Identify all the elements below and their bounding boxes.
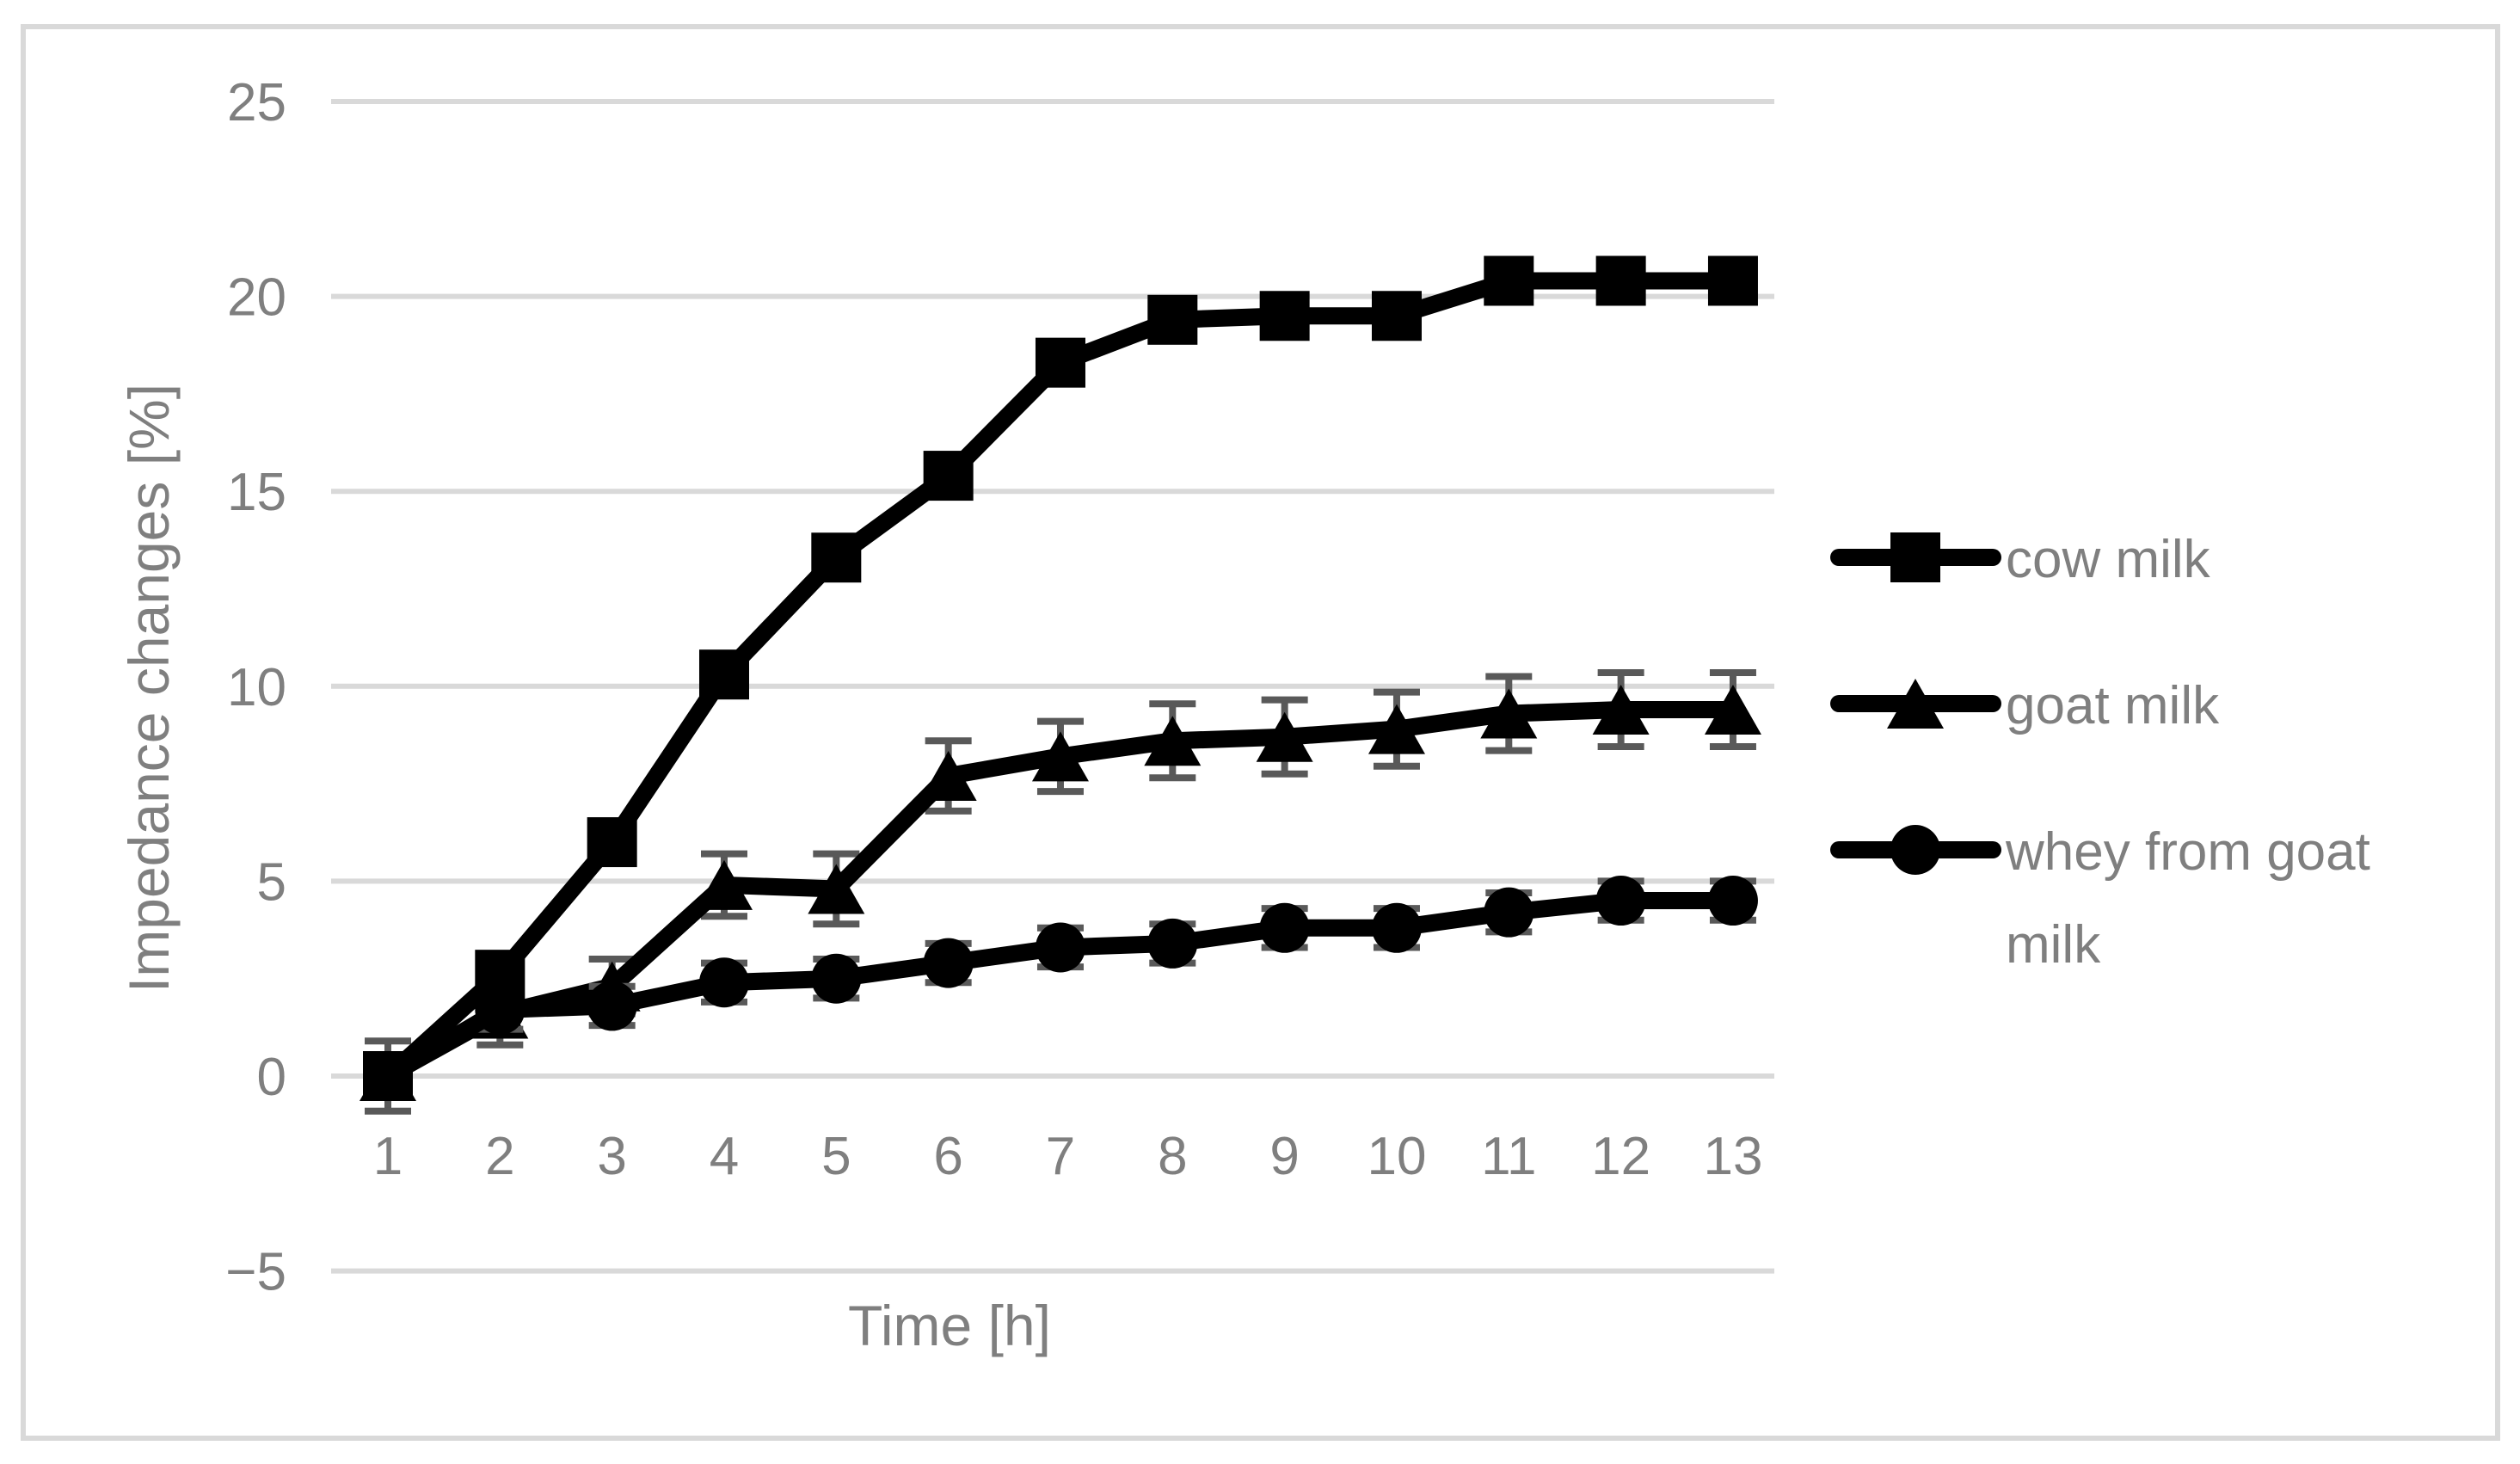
x-axis-title: Time [h] xyxy=(848,1294,1051,1357)
circle-marker xyxy=(811,953,862,1004)
circle-marker xyxy=(1259,902,1310,953)
square-marker xyxy=(1147,294,1198,345)
triangle-marker xyxy=(919,751,977,802)
square-marker xyxy=(1259,291,1310,341)
y-tick-label: 15 xyxy=(227,463,286,522)
figure-border xyxy=(21,24,2500,1441)
triangle-marker xyxy=(808,864,865,914)
y-axis-tick-labels: 25 20 15 10 5 0 −5 xyxy=(225,73,286,1302)
triangle-marker xyxy=(1368,704,1425,754)
x-tick-label: 5 xyxy=(821,1127,851,1186)
square-marker xyxy=(923,451,974,501)
triangle-marker xyxy=(695,859,753,910)
triangle-marker xyxy=(1592,684,1650,735)
legend: cow milk goat milk whey from goat milk xyxy=(1830,530,2370,975)
x-tick-label: 8 xyxy=(1158,1127,1187,1186)
x-tick-label: 4 xyxy=(710,1127,739,1186)
triangle-marker xyxy=(1031,731,1089,782)
legend-label: whey from goat xyxy=(2005,822,2370,882)
x-tick-label: 10 xyxy=(1367,1127,1426,1186)
circle-marker xyxy=(587,981,637,1031)
y-tick-label: 5 xyxy=(257,852,286,912)
x-tick-label: 12 xyxy=(1591,1127,1650,1186)
square-marker xyxy=(1035,337,1085,388)
square-marker xyxy=(363,1051,413,1101)
x-tick-label: 2 xyxy=(485,1127,514,1186)
y-axis-title: Impedance changes [%] xyxy=(117,384,181,993)
y-tick-label: 0 xyxy=(257,1048,286,1107)
x-tick-label: 6 xyxy=(933,1127,962,1186)
triangle-marker xyxy=(1704,684,1761,735)
square-marker xyxy=(587,817,637,868)
x-tick-label: 1 xyxy=(373,1127,403,1186)
legend-item-circle: whey from goat milk xyxy=(1830,822,2370,975)
y-tick-label: 20 xyxy=(227,268,286,328)
legend-item-square: cow milk xyxy=(1830,530,2211,589)
square-marker xyxy=(1707,255,1758,306)
triangle-marker xyxy=(1256,711,1313,762)
square-marker xyxy=(1595,255,1646,306)
legend-label: milk xyxy=(2006,915,2101,975)
legend-label: cow milk xyxy=(2006,530,2211,589)
square-marker xyxy=(1484,255,1534,306)
circle-marker xyxy=(923,938,974,988)
y-tick-label: 10 xyxy=(227,658,286,717)
square-marker xyxy=(475,950,526,1000)
square-marker xyxy=(1890,532,1940,582)
triangle-marker xyxy=(1480,688,1538,739)
x-tick-label: 9 xyxy=(1269,1127,1299,1186)
y-tick-label: −5 xyxy=(225,1243,286,1302)
circle-marker xyxy=(1371,902,1422,953)
circle-marker xyxy=(1484,887,1534,938)
x-tick-label: 11 xyxy=(1481,1127,1536,1186)
markers xyxy=(363,876,1758,1101)
square-marker xyxy=(811,532,862,583)
series-cow-milk xyxy=(363,255,1758,1115)
x-tick-label: 7 xyxy=(1046,1127,1075,1186)
circle-marker xyxy=(1035,922,1085,973)
circle-marker xyxy=(1707,876,1758,926)
legend-label: goat milk xyxy=(2006,676,2220,735)
x-axis-tick-labels: 1 2 3 4 5 6 7 8 9 10 11 12 13 xyxy=(373,1127,1763,1186)
circle-marker xyxy=(1147,918,1198,969)
x-tick-label: 3 xyxy=(597,1127,626,1186)
circle-marker xyxy=(1890,825,1940,875)
x-tick-label: 13 xyxy=(1703,1127,1762,1186)
circle-marker xyxy=(698,957,749,1008)
markers xyxy=(363,255,1758,1101)
square-marker xyxy=(1371,291,1422,341)
triangle-marker xyxy=(1144,716,1202,766)
circle-marker xyxy=(1595,876,1646,926)
triangle-marker xyxy=(1887,679,1944,729)
legend-item-triangle: goat milk xyxy=(1830,676,2220,735)
square-marker xyxy=(698,649,749,700)
y-tick-label: 25 xyxy=(227,73,286,132)
